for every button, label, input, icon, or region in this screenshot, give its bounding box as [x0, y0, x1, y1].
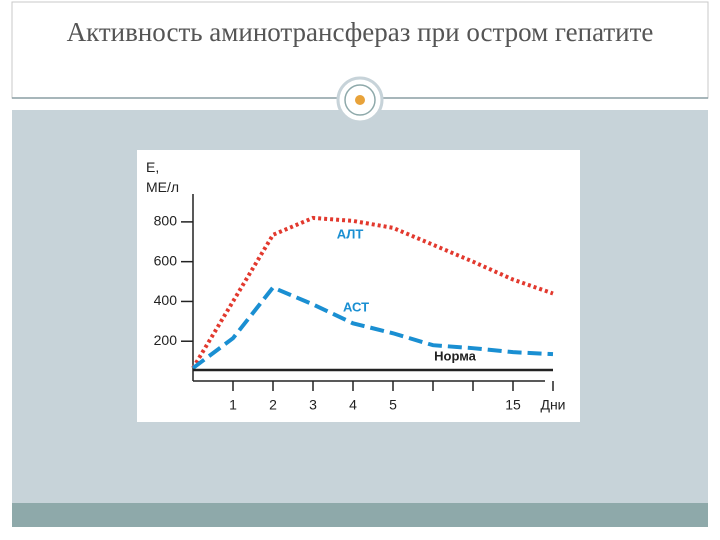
series-line — [191, 285, 554, 370]
slide-title: Активность аминотрансфераз при остром ге… — [66, 17, 654, 47]
x-tick-label: 1 — [229, 397, 237, 413]
x-axis-label: Дни — [540, 397, 565, 413]
y-tick-label: 800 — [154, 213, 178, 229]
series-label: Норма — [434, 348, 477, 363]
chart-panel — [137, 150, 580, 422]
x-tick-label: 4 — [349, 397, 357, 413]
y-tick-label: 600 — [154, 252, 178, 268]
y-tick-label: 400 — [154, 292, 178, 308]
x-tick-label: 5 — [389, 397, 397, 413]
y-axis-label: Е, МЕ/л — [146, 159, 180, 195]
y-tick-label: 200 — [154, 332, 178, 348]
series-label: АСТ — [343, 299, 369, 314]
ornament-center — [355, 95, 365, 105]
x-tick-label: 2 — [269, 397, 277, 413]
x-tick-label: 15 — [505, 397, 521, 413]
series-label: АЛТ — [337, 226, 364, 241]
x-tick-label: 3 — [309, 397, 317, 413]
chart: 200 400 600 800 1 2 3 4 5 15 Дни АЛТ АСТ Норма — [154, 194, 566, 413]
series-line — [191, 215, 554, 370]
footer-band — [12, 503, 708, 527]
